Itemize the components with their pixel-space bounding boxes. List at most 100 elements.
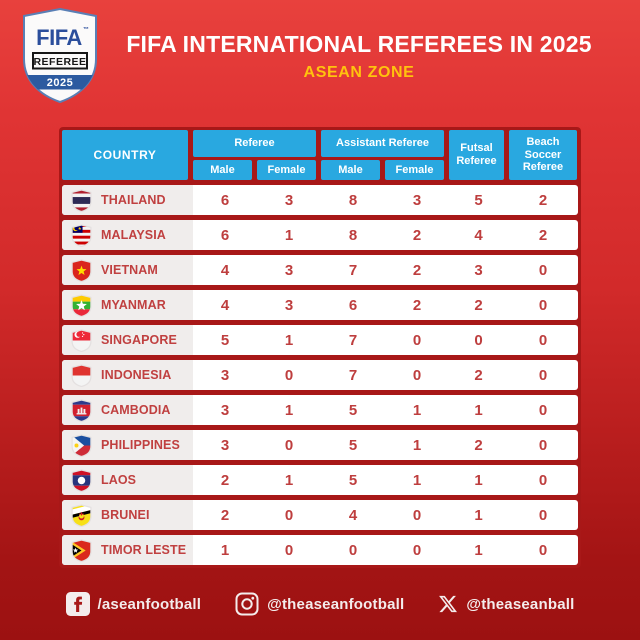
badge-fifa-text: FIFA xyxy=(36,25,82,50)
stat-value: 0 xyxy=(538,331,548,349)
stat-value: 3 xyxy=(220,436,230,454)
stat-value: 2 xyxy=(412,296,422,314)
stat-value: 6 xyxy=(348,296,358,314)
stat-value: 3 xyxy=(412,191,422,209)
flag-thailand-icon xyxy=(71,188,92,212)
country-name: TIMOR LESTE xyxy=(101,543,187,557)
col-assistant-male: Male xyxy=(321,160,380,180)
stat-value: 2 xyxy=(538,226,548,244)
stat-value: 0 xyxy=(474,331,483,349)
stat-value: 8 xyxy=(348,226,358,244)
stat-value: 2 xyxy=(220,471,230,489)
col-assistant-female: Female xyxy=(385,160,444,180)
table-header: COUNTRY Referee Assistant Referee Futsal… xyxy=(62,130,578,180)
col-referee-group: Referee xyxy=(193,130,316,157)
country-cell: VIETNAM xyxy=(62,255,193,285)
country-cell: TIMOR LESTE xyxy=(62,535,193,565)
facebook-icon xyxy=(65,592,90,616)
stat-value: 1 xyxy=(474,471,483,489)
badge-referee-text: REFEREE xyxy=(33,56,86,68)
instagram-handle: @theaseanfootball xyxy=(267,595,405,613)
table-rows: THAILAND 6 3 8 3 5 2 MALAYSIA 6 1 8 2 4 2 VIETNAM 4 3 7 2 3… xyxy=(62,185,578,565)
x-link[interactable]: @theaseanball xyxy=(438,594,574,614)
stat-value: 0 xyxy=(538,401,548,419)
stat-value: 0 xyxy=(538,366,548,384)
col-beach-soccer-referee: Beach Soccer Referee xyxy=(509,130,577,180)
stat-value: 2 xyxy=(474,296,483,314)
col-country: COUNTRY xyxy=(62,130,188,180)
flag-singapore-icon xyxy=(71,328,92,352)
country-cell: MYANMAR xyxy=(62,290,193,320)
country-name: BRUNEI xyxy=(101,508,150,522)
stat-value: 0 xyxy=(538,541,548,559)
stat-value: 0 xyxy=(284,506,294,524)
country-cell: LAOS xyxy=(62,465,193,495)
x-handle: @theaseanball xyxy=(466,595,575,613)
stat-value: 5 xyxy=(348,436,358,454)
table-row: MALAYSIA 6 1 8 2 4 2 xyxy=(62,220,578,250)
table-row: MYANMAR 4 3 6 2 2 0 xyxy=(62,290,578,320)
table-row: LAOS 2 1 5 1 1 0 xyxy=(62,465,578,495)
facebook-link[interactable]: /aseanfootball xyxy=(65,592,202,616)
country-cell: PHILIPPINES xyxy=(62,430,193,460)
stat-value: 0 xyxy=(538,506,548,524)
stat-value: 7 xyxy=(348,261,358,279)
col-futsal-referee: Futsal Referee xyxy=(449,130,504,180)
instagram-link[interactable]: @theaseanfootball xyxy=(235,592,404,616)
table-row: THAILAND 6 3 8 3 5 2 xyxy=(62,185,578,215)
country-name: PHILIPPINES xyxy=(101,438,180,452)
stat-value: 3 xyxy=(284,261,294,279)
stat-value: 1 xyxy=(474,541,483,559)
stat-value: 7 xyxy=(348,366,358,384)
stat-value: 0 xyxy=(412,366,422,384)
stat-value: 1 xyxy=(284,331,294,349)
stat-value: 6 xyxy=(220,191,230,209)
stat-value: 2 xyxy=(474,366,483,384)
page-subtitle: ASEAN ZONE xyxy=(303,64,415,81)
social-footer: /aseanfootball @theaseanfootball @thease… xyxy=(0,586,640,622)
stat-value: 3 xyxy=(220,401,230,419)
stat-value: 1 xyxy=(284,226,294,244)
stat-value: 0 xyxy=(538,261,548,279)
col-referee-female: Female xyxy=(257,160,316,180)
country-name: MALAYSIA xyxy=(101,228,166,242)
flag-myanmar-icon xyxy=(71,293,92,317)
country-cell: BRUNEI xyxy=(62,500,193,530)
table-row: SINGAPORE 5 1 7 0 0 0 xyxy=(62,325,578,355)
stat-value: 1 xyxy=(220,541,230,559)
stat-value: 0 xyxy=(284,541,294,559)
table-row: CAMBODIA 3 1 5 1 1 0 xyxy=(62,395,578,425)
flag-vietnam-icon xyxy=(71,258,92,282)
stat-value: 3 xyxy=(284,191,294,209)
stat-value: 2 xyxy=(220,506,230,524)
stat-value: 3 xyxy=(220,366,230,384)
stat-value: 6 xyxy=(220,226,230,244)
stat-value: 0 xyxy=(412,331,422,349)
stat-value: 5 xyxy=(474,191,483,209)
stat-value: 1 xyxy=(284,401,294,419)
stat-value: 1 xyxy=(474,506,483,524)
stat-value: 3 xyxy=(284,296,294,314)
country-name: INDONESIA xyxy=(101,368,172,382)
stat-value: 0 xyxy=(412,506,422,524)
stat-value: 1 xyxy=(412,401,422,419)
stat-value: 4 xyxy=(348,506,358,524)
stat-value: 0 xyxy=(412,541,422,559)
table-row: PHILIPPINES 3 0 5 1 2 0 xyxy=(62,430,578,460)
stat-value: 0 xyxy=(538,296,548,314)
stat-value: 3 xyxy=(474,261,483,279)
stat-value: 1 xyxy=(412,471,422,489)
country-cell: MALAYSIA xyxy=(62,220,193,250)
stat-value: 1 xyxy=(284,471,294,489)
flag-brunei-icon xyxy=(71,503,92,527)
stat-value: 2 xyxy=(538,191,548,209)
badge-tm-text: ™ xyxy=(83,26,89,33)
badge-year-text: 2025 xyxy=(47,77,73,89)
stat-value: 0 xyxy=(538,471,548,489)
flag-malaysia-icon xyxy=(71,223,92,247)
stat-value: 2 xyxy=(412,226,422,244)
col-referee-male: Male xyxy=(193,160,252,180)
stat-value: 0 xyxy=(348,541,358,559)
country-cell: THAILAND xyxy=(62,185,193,215)
